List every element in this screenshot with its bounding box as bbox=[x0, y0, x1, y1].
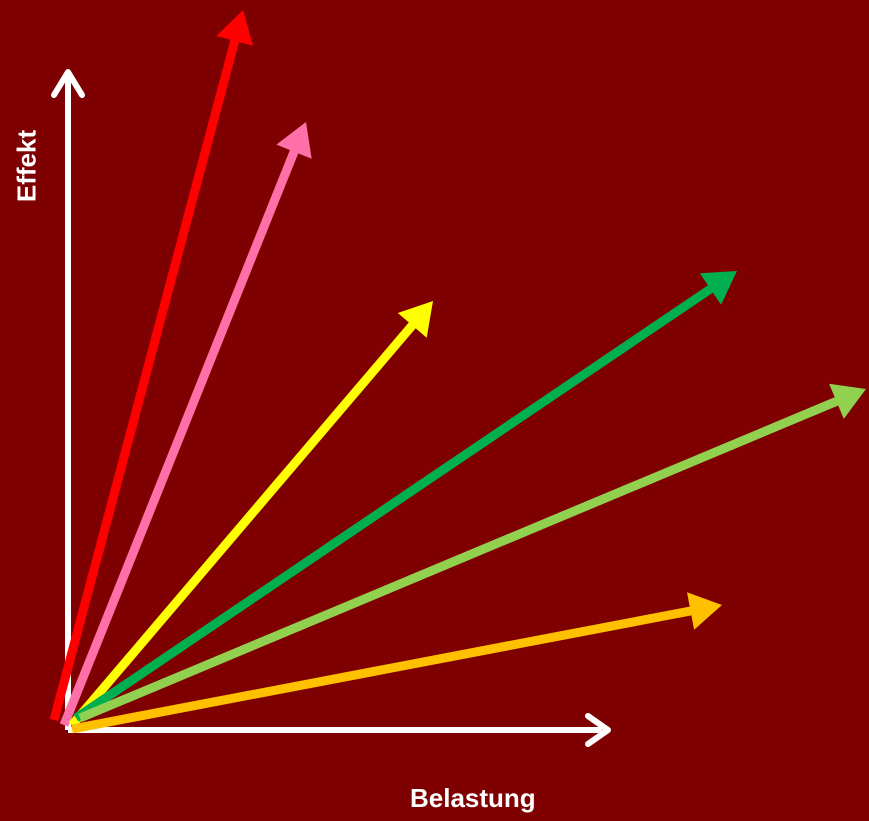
y-axis-arrowhead bbox=[51, 69, 85, 98]
arrow-pink-head bbox=[276, 122, 312, 159]
arrow-yellow-shaft bbox=[68, 320, 417, 728]
arrow-red-head bbox=[216, 10, 254, 46]
axes bbox=[51, 69, 611, 747]
arrow-red-shaft bbox=[49, 37, 240, 722]
arrow-dark-green-head bbox=[699, 271, 737, 305]
arrow-orange-shaft bbox=[71, 606, 694, 734]
arrow-dark-green-shaft bbox=[73, 284, 715, 722]
arrow-light-green-head bbox=[829, 383, 866, 419]
y-axis-label: Effekt bbox=[11, 129, 42, 203]
colored-arrows bbox=[49, 10, 866, 734]
arrow-yellow-head bbox=[397, 301, 433, 338]
x-axis-label: Belastung bbox=[410, 783, 536, 813]
arrow-light-green-shaft bbox=[78, 396, 841, 723]
x-axis-arrowhead bbox=[585, 713, 611, 747]
arrow-orange-head bbox=[687, 592, 722, 630]
arrow-pink-shaft bbox=[59, 148, 300, 727]
